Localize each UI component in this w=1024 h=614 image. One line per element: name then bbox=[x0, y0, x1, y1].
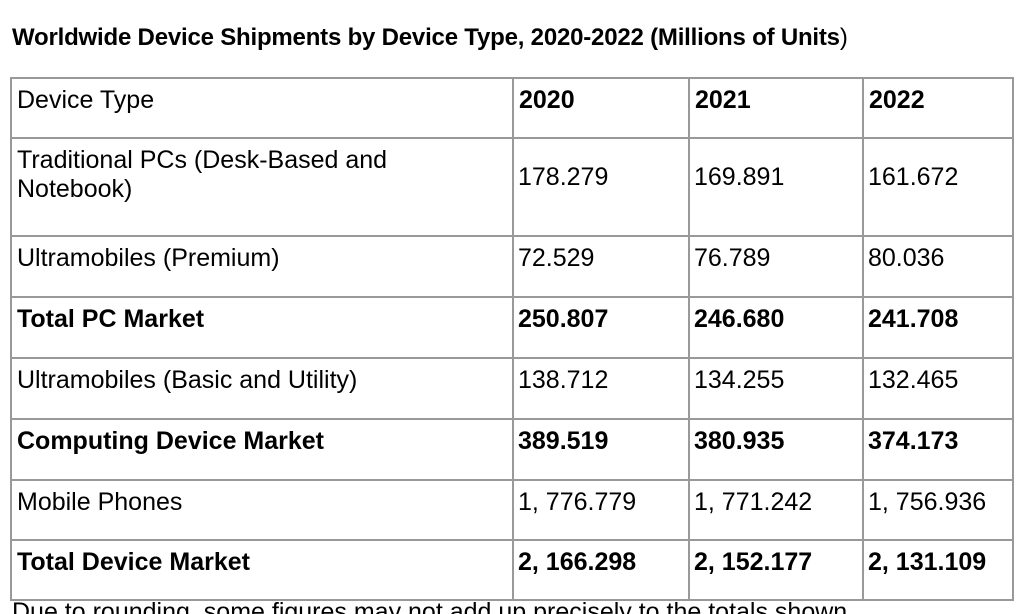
value-cell: 72.529 bbox=[512, 235, 690, 298]
row-label-cell: Total PC Market bbox=[10, 296, 514, 359]
value-cell: 389.519 bbox=[512, 418, 690, 481]
value-cell: 76.789 bbox=[688, 235, 864, 298]
device-shipments-table: Device Type 2020 2021 2022 Traditional P… bbox=[10, 77, 1014, 601]
column-header-2021: 2021 bbox=[688, 77, 864, 139]
value-cell: 2, 152.177 bbox=[688, 539, 864, 601]
value-cell: 246.680 bbox=[688, 296, 864, 359]
value-cell: 178.279 bbox=[512, 137, 690, 237]
table-header-row: Device Type 2020 2021 2022 bbox=[10, 77, 1014, 139]
value-cell: 250.807 bbox=[512, 296, 690, 359]
value-cell: 1, 756.936 bbox=[862, 479, 1014, 541]
column-header-2022: 2022 bbox=[862, 77, 1014, 139]
column-header-2020: 2020 bbox=[512, 77, 690, 139]
value-cell: 134.255 bbox=[688, 357, 864, 420]
value-cell: 1, 776.779 bbox=[512, 479, 690, 541]
table-row-total-pc-market: Total PC Market 250.807 246.680 241.708 bbox=[10, 296, 1014, 359]
page-title-paren: ) bbox=[839, 24, 848, 51]
table-row-ultramobiles-premium: Ultramobiles (Premium) 72.529 76.789 80.… bbox=[10, 235, 1014, 298]
value-cell: 2, 166.298 bbox=[512, 539, 690, 601]
table-row-ultramobiles-basic: Ultramobiles (Basic and Utility) 138.712… bbox=[10, 357, 1014, 420]
value-cell: 374.173 bbox=[862, 418, 1014, 481]
rounding-footnote: Due to rounding, some figures may not ad… bbox=[12, 598, 848, 614]
table-row-total-device-market: Total Device Market 2, 166.298 2, 152.17… bbox=[10, 539, 1014, 601]
value-cell: 241.708 bbox=[862, 296, 1014, 359]
value-cell: 80.036 bbox=[862, 235, 1014, 298]
table-row-mobile-phones: Mobile Phones 1, 776.779 1, 771.242 1, 7… bbox=[10, 479, 1014, 541]
value-cell: 132.465 bbox=[862, 357, 1014, 420]
table-row-computing-device-market: Computing Device Market 389.519 380.935 … bbox=[10, 418, 1014, 481]
value-cell: 380.935 bbox=[688, 418, 864, 481]
value-cell: 138.712 bbox=[512, 357, 690, 420]
value-cell: 1, 771.242 bbox=[688, 479, 864, 541]
table-row-traditional-pcs: Traditional PCs (Desk-Based and Notebook… bbox=[10, 137, 1014, 237]
row-label-cell: Ultramobiles (Premium) bbox=[10, 235, 514, 298]
page-title-main: Worldwide Device Shipments by Device Typ… bbox=[12, 24, 840, 51]
row-label-cell: Traditional PCs (Desk-Based and Notebook… bbox=[10, 137, 514, 237]
value-cell: 169.891 bbox=[688, 137, 864, 237]
value-cell: 2, 131.109 bbox=[862, 539, 1014, 601]
column-header-device-type: Device Type bbox=[10, 77, 514, 139]
row-label-cell: Ultramobiles (Basic and Utility) bbox=[10, 357, 514, 420]
value-cell: 161.672 bbox=[862, 137, 1014, 237]
row-label-cell: Computing Device Market bbox=[10, 418, 514, 481]
row-label-cell: Mobile Phones bbox=[10, 479, 514, 541]
page-title: Worldwide Device Shipments by Device Typ… bbox=[12, 24, 848, 52]
row-label-cell: Total Device Market bbox=[10, 539, 514, 601]
